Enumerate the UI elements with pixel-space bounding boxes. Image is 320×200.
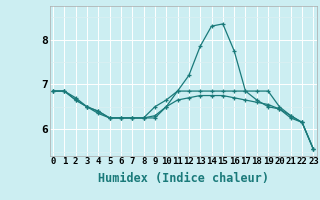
X-axis label: Humidex (Indice chaleur): Humidex (Indice chaleur) (98, 172, 269, 185)
